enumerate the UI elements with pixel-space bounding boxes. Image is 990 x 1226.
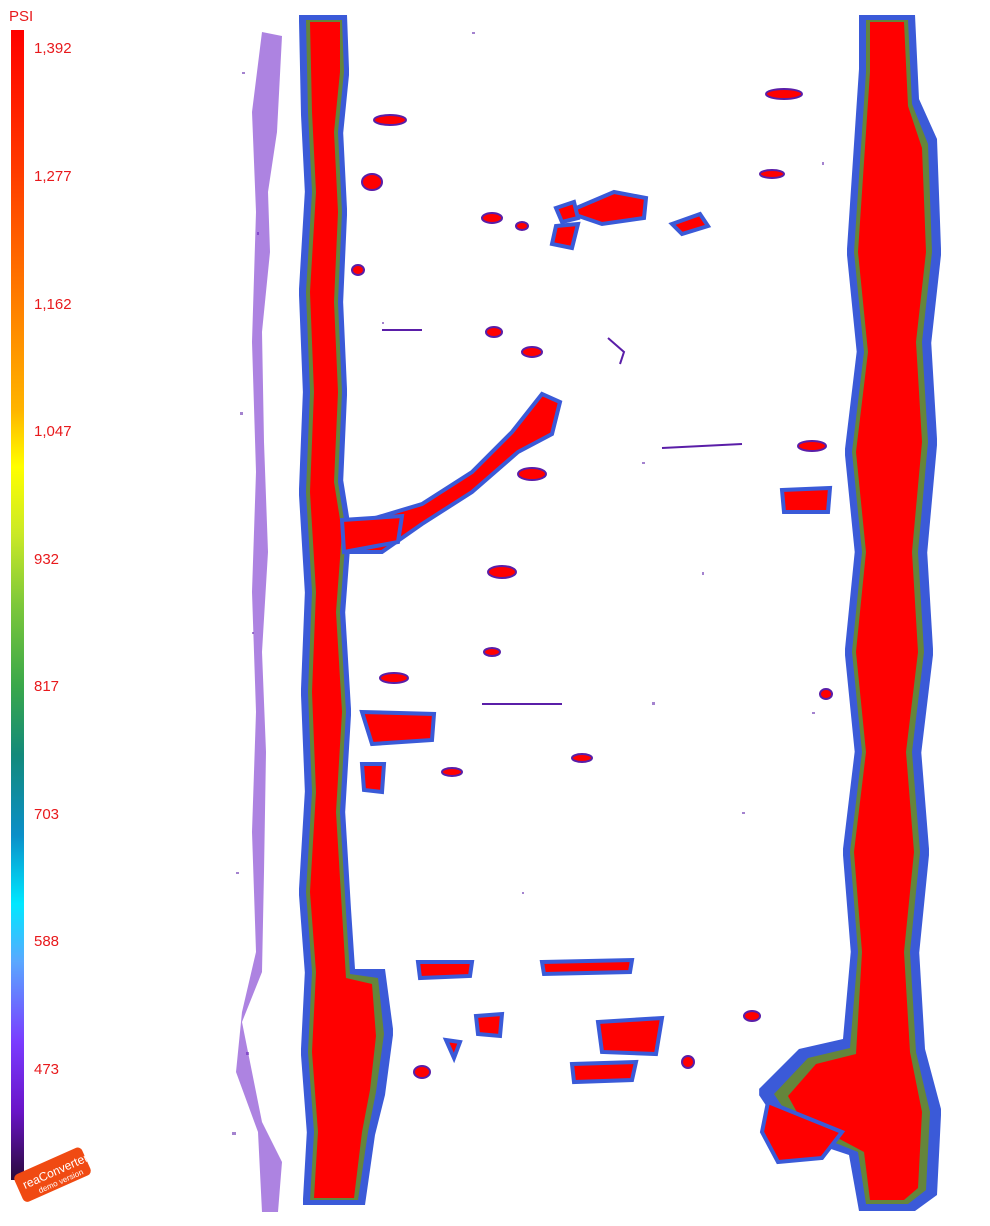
scale-tick-label: 932 [34, 551, 60, 568]
scale-tick-label: 1,392 [34, 40, 72, 57]
scale-tick-label: 1,277 [34, 168, 72, 185]
scale-tick-label: 1,162 [34, 296, 72, 313]
scale-tick-label: 1,047 [34, 423, 72, 440]
right-stripe [762, 18, 938, 1208]
pressure-map [232, 18, 938, 1212]
left-edge-scatter [236, 32, 282, 1212]
left-stripe [302, 18, 390, 1202]
thin-streaks [382, 329, 743, 705]
scale-tick-label: 817 [34, 678, 60, 695]
scale-tick-label: 588 [34, 933, 60, 950]
pressure-blobs [339, 189, 846, 1165]
color-scale-bar [11, 30, 24, 1180]
watermark-logo: reaConverter demo version [14, 1147, 91, 1202]
scale-unit-label: PSI [9, 8, 34, 25]
scale-tick-label: 473 [34, 1061, 60, 1078]
small-marks [351, 88, 833, 1079]
scale-tick-label: 703 [34, 806, 60, 823]
